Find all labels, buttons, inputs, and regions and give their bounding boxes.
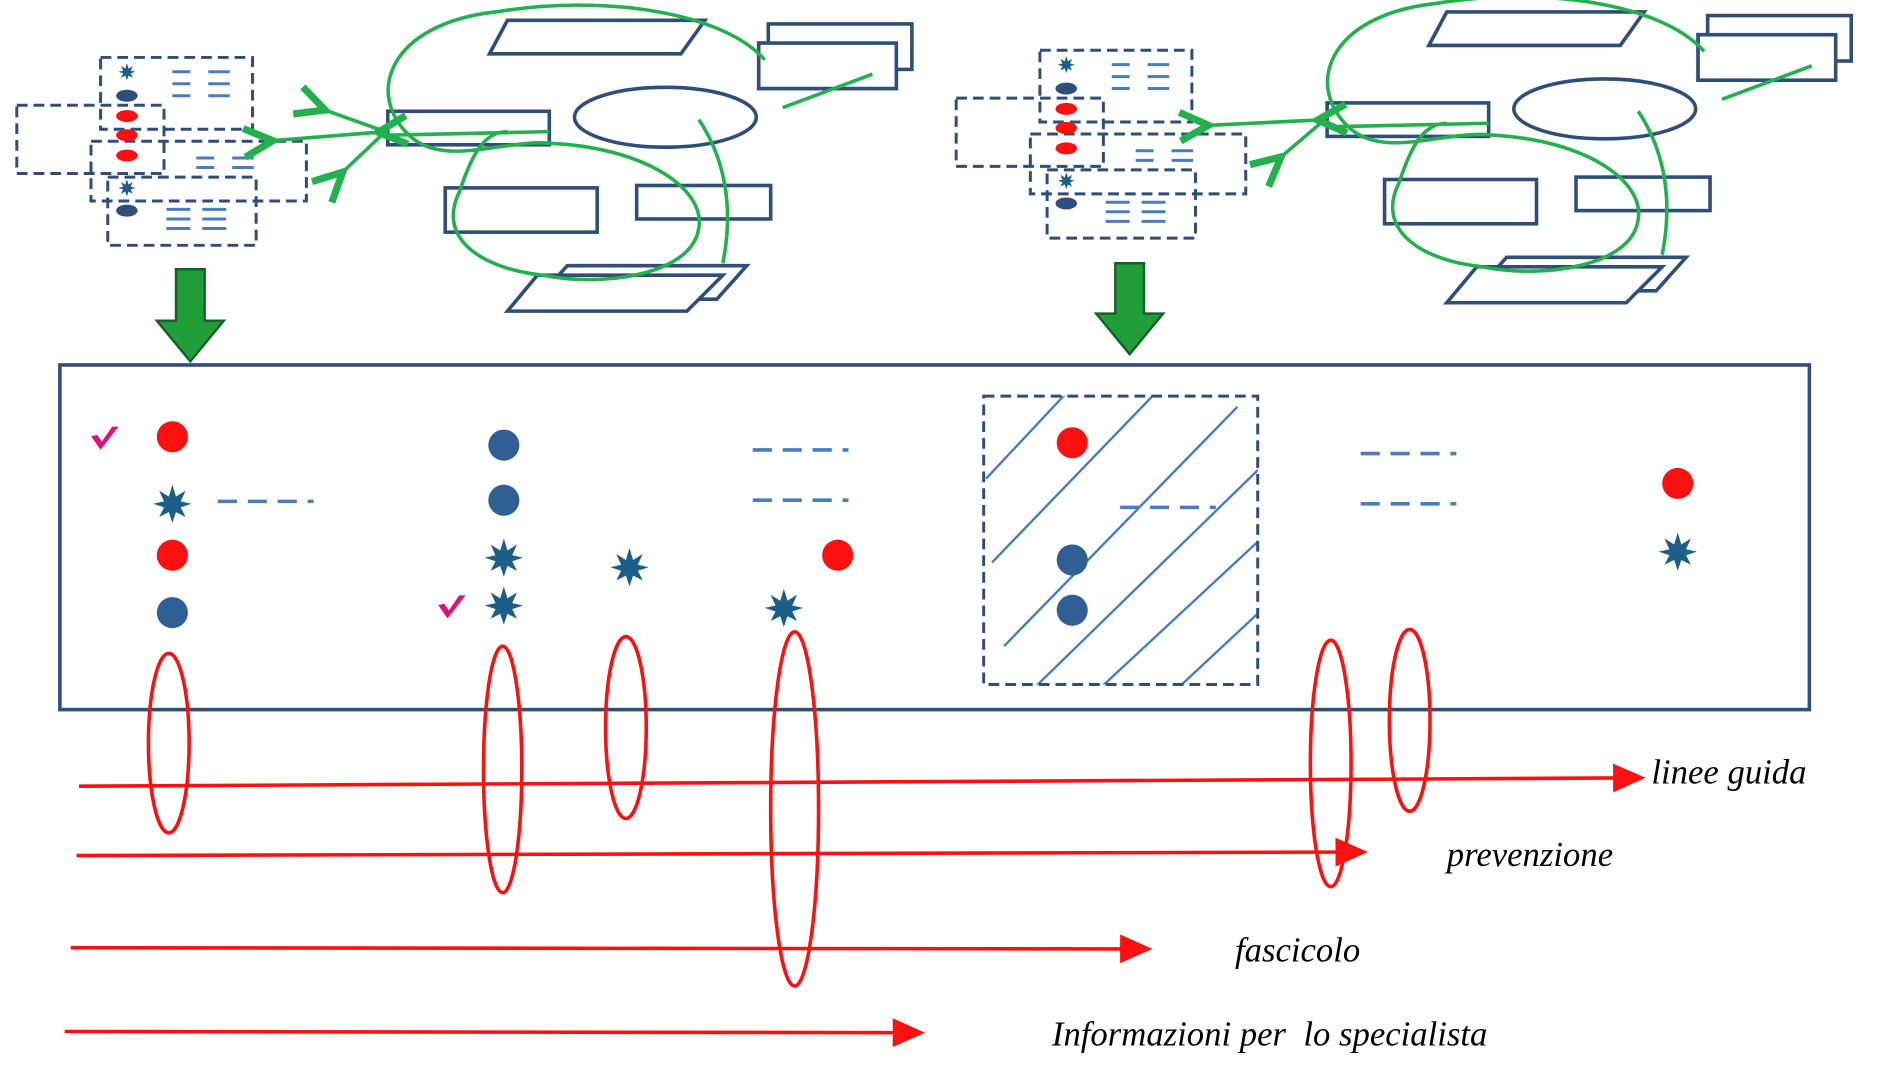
stream-label: linee guida bbox=[1651, 752, 1806, 791]
stream-label: fascicolo bbox=[1235, 931, 1360, 970]
page: linee guida prevenzione fascicolo Inform… bbox=[0, 0, 1886, 1065]
stream-label: Informazioni per lo specialista bbox=[1051, 1014, 1488, 1053]
left-source bbox=[17, 5, 912, 361]
record-box bbox=[60, 365, 1809, 710]
stream-label: prevenzione bbox=[1444, 835, 1613, 874]
diagram: linee guida prevenzione fascicolo Inform… bbox=[0, 0, 1886, 1065]
right-source bbox=[956, 0, 1851, 354]
stream-arrows bbox=[65, 778, 1642, 1033]
